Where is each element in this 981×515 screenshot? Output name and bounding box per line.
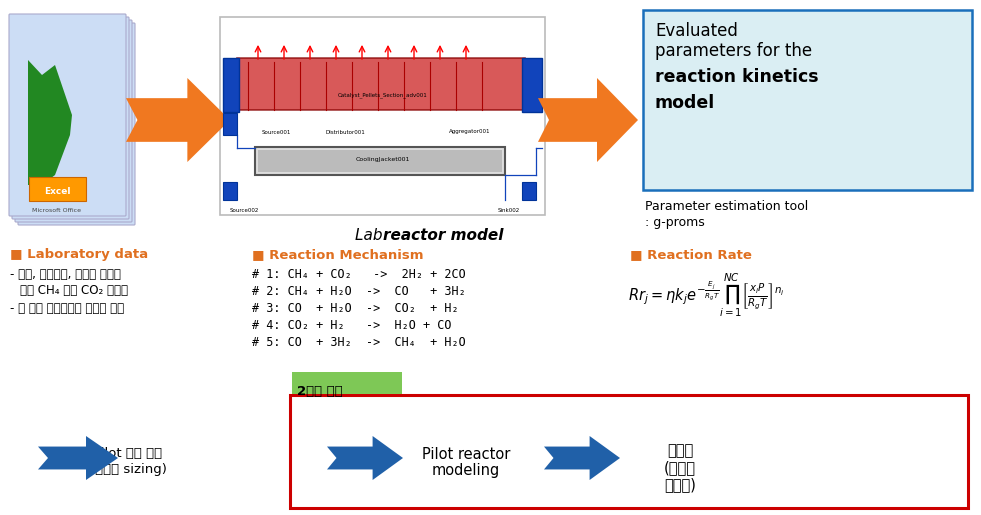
Text: # 3: CO  + H₂O  ->  CO₂  + H₂: # 3: CO + H₂O -> CO₂ + H₂	[252, 302, 459, 315]
Text: Microsoft Office: Microsoft Office	[32, 208, 81, 213]
Text: Lab: Lab	[355, 228, 387, 243]
Polygon shape	[544, 436, 620, 480]
Text: # 4: CO₂ + H₂   ->  H₂O + CO: # 4: CO₂ + H₂ -> H₂O + CO	[252, 319, 451, 332]
FancyBboxPatch shape	[237, 58, 525, 110]
Text: Distributor001: Distributor001	[325, 129, 365, 134]
Text: # 1: CH₄ + CO₂   ->  2H₂ + 2CO: # 1: CH₄ + CO₂ -> 2H₂ + 2CO	[252, 268, 466, 281]
Polygon shape	[538, 78, 638, 162]
Text: 최적화): 최적화)	[664, 477, 696, 492]
Text: ■ Laboratory data: ■ Laboratory data	[10, 248, 148, 261]
FancyBboxPatch shape	[290, 395, 968, 508]
FancyBboxPatch shape	[29, 177, 86, 201]
FancyBboxPatch shape	[223, 58, 239, 112]
FancyBboxPatch shape	[223, 113, 237, 135]
Text: 따른 CH₄ 또는 CO₂ 전환율: 따른 CH₄ 또는 CO₂ 전환율	[20, 284, 128, 297]
FancyBboxPatch shape	[223, 182, 237, 200]
FancyBboxPatch shape	[9, 14, 126, 216]
Text: 2단계 연구: 2단계 연구	[297, 385, 342, 398]
FancyBboxPatch shape	[522, 58, 542, 112]
Text: Sink002: Sink002	[497, 208, 520, 213]
FancyBboxPatch shape	[220, 17, 545, 215]
Text: Parameter estimation tool: Parameter estimation tool	[645, 200, 808, 213]
Text: Excel: Excel	[44, 186, 71, 196]
Text: model: model	[655, 94, 715, 112]
Text: Aggregator001: Aggregator001	[448, 129, 490, 134]
FancyBboxPatch shape	[292, 372, 402, 394]
FancyBboxPatch shape	[255, 147, 505, 175]
Text: Source001: Source001	[262, 129, 291, 134]
Text: Evaluated: Evaluated	[655, 22, 738, 40]
Text: reaction kinetics: reaction kinetics	[655, 68, 818, 86]
Text: CoolingJacket001: CoolingJacket001	[356, 158, 410, 163]
Polygon shape	[126, 78, 230, 162]
FancyBboxPatch shape	[522, 182, 536, 200]
Text: $Rr_j = \eta k_j e^{-\frac{E_j}{R_g T}} \prod_{i=1}^{NC} \left[\frac{x_i P}{R_g : $Rr_j = \eta k_j e^{-\frac{E_j}{R_g T}} …	[628, 272, 785, 319]
Text: : g-proms: : g-proms	[645, 216, 704, 229]
Text: reactor model: reactor model	[383, 228, 503, 243]
Text: Pilot reactor: Pilot reactor	[422, 447, 510, 462]
FancyBboxPatch shape	[15, 20, 132, 222]
Text: parameters for the: parameters for the	[655, 42, 812, 60]
FancyBboxPatch shape	[18, 23, 135, 225]
Text: # 5: CO  + 3H₂  ->  CH₄  + H₂O: # 5: CO + 3H₂ -> CH₄ + H₂O	[252, 336, 466, 349]
Text: Source002: Source002	[230, 208, 259, 213]
Text: (반응기: (반응기	[664, 460, 696, 475]
Text: Pilot 장치 설계: Pilot 장치 설계	[93, 447, 163, 460]
Polygon shape	[327, 436, 403, 480]
Polygon shape	[38, 436, 118, 480]
Text: ■ Reaction Mechanism: ■ Reaction Mechanism	[252, 248, 424, 261]
Text: - 온도, 공간속도, 반응물 조성에: - 온도, 공간속도, 반응물 조성에	[10, 268, 121, 281]
FancyBboxPatch shape	[258, 150, 502, 172]
Text: 상용화: 상용화	[667, 443, 694, 458]
Text: - 각 반응 조건에서의 생성물 조성: - 각 반응 조건에서의 생성물 조성	[10, 302, 125, 315]
Polygon shape	[28, 60, 72, 185]
FancyBboxPatch shape	[12, 17, 129, 219]
Text: (반응기 sizing): (반응기 sizing)	[89, 463, 167, 476]
Text: Catalyst_Pellets_Section_adv001: Catalyst_Pellets_Section_adv001	[338, 92, 428, 98]
Text: ■ Reaction Rate: ■ Reaction Rate	[630, 248, 751, 261]
Text: # 2: CH₄ + H₂O  ->  CO   + 3H₂: # 2: CH₄ + H₂O -> CO + 3H₂	[252, 285, 466, 298]
FancyBboxPatch shape	[643, 10, 972, 190]
Text: modeling: modeling	[432, 463, 500, 478]
